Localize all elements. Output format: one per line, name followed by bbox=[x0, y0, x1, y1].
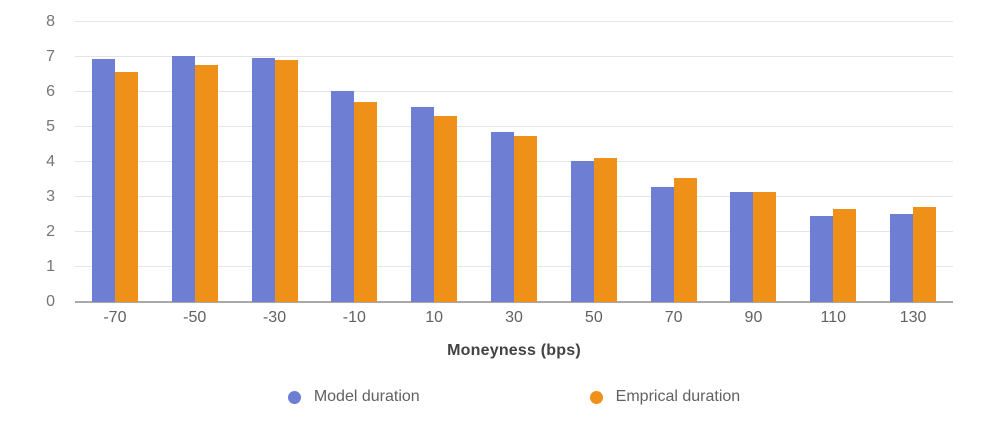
bar-emprical-duration bbox=[194, 65, 218, 302]
bar-model-duration bbox=[171, 55, 195, 302]
bar-emprical-duration bbox=[513, 136, 537, 302]
x-tick-label: 30 bbox=[505, 309, 523, 326]
x-tick-label: 70 bbox=[664, 309, 683, 326]
legend-dot-icon bbox=[589, 390, 603, 404]
gridline bbox=[75, 21, 953, 22]
bar-model-duration bbox=[331, 90, 355, 302]
bar-emprical-duration bbox=[593, 158, 617, 302]
bar-emprical-duration bbox=[354, 101, 378, 302]
legend-label: Model duration bbox=[313, 388, 420, 405]
bar-group bbox=[314, 22, 394, 302]
x-tick-label: 90 bbox=[744, 309, 763, 326]
y-tick-label: 3 bbox=[46, 188, 55, 205]
x-tick-label: 130 bbox=[899, 309, 927, 326]
x-axis-title: Moneyness (bps) bbox=[447, 342, 581, 359]
bar-group bbox=[235, 22, 315, 302]
bar-model-duration bbox=[251, 58, 275, 302]
x-axis-labels: -70 -50 -30 -10 10 30 50 70 90 110 130 bbox=[75, 309, 953, 331]
gridline bbox=[75, 91, 953, 92]
x-tick-label: -10 bbox=[342, 309, 366, 326]
bar-group bbox=[155, 22, 235, 302]
y-tick-label: 7 bbox=[46, 48, 55, 65]
x-tick-label: 10 bbox=[425, 309, 444, 326]
x-tick-label: 110 bbox=[820, 309, 847, 326]
legend-dot-icon bbox=[287, 390, 301, 404]
y-tick-label: 5 bbox=[46, 118, 55, 135]
bar-emprical-duration bbox=[114, 71, 138, 302]
x-tick-label: -30 bbox=[262, 309, 287, 326]
bar-group bbox=[474, 22, 554, 302]
bar-group bbox=[714, 22, 794, 302]
legend: Model duration Emprical duration bbox=[75, 388, 953, 406]
gridline bbox=[75, 126, 953, 127]
bar-model-duration bbox=[650, 187, 674, 302]
y-tick-label: 0 bbox=[46, 293, 55, 310]
legend-item-emprical-duration: Emprical duration bbox=[589, 388, 741, 406]
bar-model-duration bbox=[411, 106, 435, 302]
bar-model-duration bbox=[730, 191, 754, 302]
bar-emprical-duration bbox=[833, 208, 857, 302]
y-tick-label: 2 bbox=[46, 223, 55, 240]
plot-area: 0 1 2 3 4 5 6 7 8 bbox=[46, 14, 953, 310]
x-tick-label: -50 bbox=[183, 309, 207, 326]
bar-model-duration bbox=[490, 131, 514, 302]
bar-emprical-duration bbox=[913, 206, 937, 302]
legend-label: Emprical duration bbox=[615, 388, 741, 405]
bar-group bbox=[793, 22, 873, 302]
y-tick-label: 6 bbox=[46, 83, 55, 100]
x-tick-label: -70 bbox=[103, 309, 127, 326]
y-tick-label: 8 bbox=[46, 13, 55, 30]
bar-emprical-duration bbox=[274, 60, 298, 302]
bar-model-duration bbox=[890, 213, 914, 302]
gridline bbox=[75, 56, 953, 57]
bar-group bbox=[75, 22, 155, 302]
legend-item-model-duration: Model duration bbox=[287, 388, 420, 406]
bar-model-duration bbox=[91, 58, 115, 302]
y-tick-label: 4 bbox=[46, 153, 55, 170]
bar-group bbox=[634, 22, 714, 302]
bar-group bbox=[554, 22, 634, 302]
bar-model-duration bbox=[810, 215, 834, 302]
bar-model-duration bbox=[570, 160, 594, 302]
x-tick-label: 50 bbox=[584, 309, 603, 326]
bar-group bbox=[394, 22, 474, 302]
y-tick-label: 1 bbox=[46, 258, 55, 275]
bar-group bbox=[873, 22, 953, 302]
bar-emprical-duration bbox=[434, 115, 458, 302]
bar-emprical-duration bbox=[673, 178, 697, 302]
bar-emprical-duration bbox=[753, 191, 777, 302]
x-axis-line bbox=[75, 301, 953, 303]
